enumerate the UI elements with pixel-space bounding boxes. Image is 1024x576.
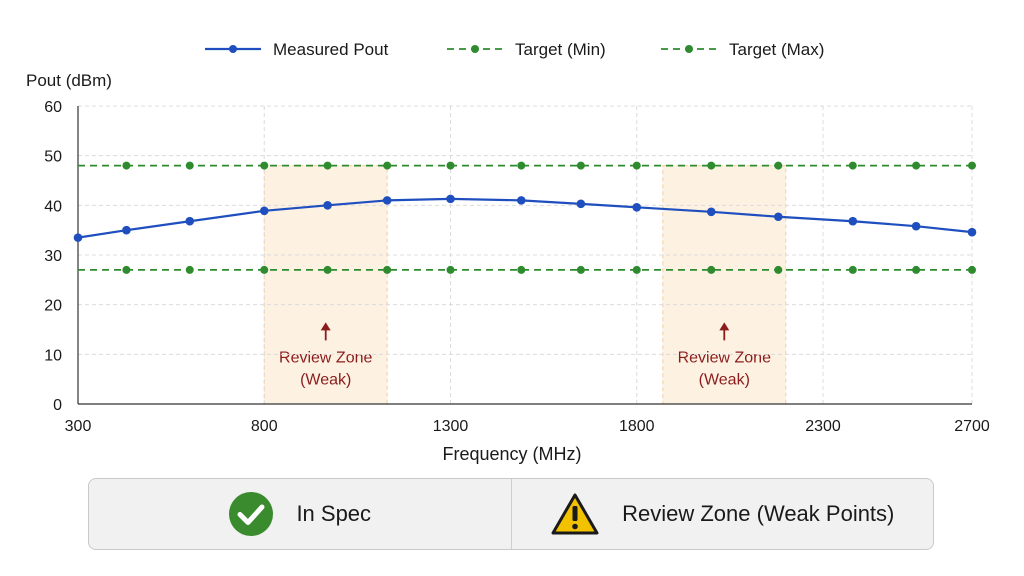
legend-label-2: Target (Min) [515,40,606,59]
y-tick-label: 60 [44,99,62,116]
series-2-point [774,265,783,274]
series-1-point [185,216,195,226]
series-1-point [706,207,716,217]
review-zone-2 [662,165,787,405]
x-tick-label: 2700 [954,418,990,435]
series-2-point [446,265,455,274]
y-tick-label: 10 [44,347,62,364]
legend-marker-3 [685,45,693,53]
series-layer [73,161,977,274]
grid [78,105,973,404]
x-tick-label: 1300 [433,418,469,435]
in-spec-label: In Spec [296,501,372,526]
x-tick-label: 800 [251,418,278,435]
series-1-point [446,194,455,204]
legend: Measured Pout Target (Min) Target (Max) [205,40,824,59]
arrow-up-icon [320,322,331,331]
warning-triangle-icon [551,493,599,535]
x-tick-label: 300 [65,418,92,435]
series-3-point [912,161,921,170]
y-axis-label: Pout (dBm) [26,71,112,90]
series-1-point [911,221,921,231]
axes: 0 10 20 30 40 50 60 300 800 1300 1800 2300 2700 [44,99,990,435]
series-3-point [260,161,269,170]
series-1-point [516,196,526,205]
series-2-point [968,265,976,274]
review-zone-label-2: Review Zone [678,349,771,366]
series-1-point [774,212,783,222]
series-2-point [632,265,641,274]
series-3-point [446,161,455,170]
series-1-point [848,216,858,226]
series-1-point [73,233,83,242]
series-3-point [968,161,976,170]
series-3-point [848,161,857,170]
series-1-point [967,227,977,237]
series-3-point [632,161,641,170]
series-2-point [323,265,332,274]
y-tick-label: 0 [53,397,62,414]
series-2-point [185,265,194,274]
series-1-point [382,196,392,205]
series-2-point [707,265,716,274]
series-1-point [259,206,269,216]
series-3-point [576,161,585,170]
series-2-point [122,265,131,274]
x-tick-label: 1800 [619,418,655,435]
series-2-point [848,265,857,274]
legend-label-1: Measured Pout [273,40,389,59]
y-tick-label: 20 [44,298,62,315]
series-3-point [122,161,131,170]
series-2-point [517,265,526,274]
series-2-point [576,265,585,274]
series-1-point [576,199,586,209]
arrow-up-icon [719,322,730,331]
series-1-point [323,201,332,210]
series-2-point [260,265,269,274]
review-zone-label-1: Review Zone [279,349,372,366]
x-axis-label: Frequency (MHz) [442,444,581,464]
review-zone-label: Review Zone (Weak Points) [622,501,895,526]
status-review-zone: Review Zone (Weak Points) [510,479,934,549]
review-zone-sublabel-2: (Weak) [699,371,750,388]
series-3-point [707,161,716,170]
x-tick-label: 2300 [805,418,841,435]
status-in-spec: In Spec [89,479,511,549]
series-3-point [517,161,526,170]
series-3-point [774,161,783,170]
series-1-point [122,225,131,235]
chart: Review Zone (Weak) Review Zone (Weak) 0 10 20… [26,40,990,464]
legend-label-3: Target (Max) [729,40,824,59]
check-circle-icon [229,492,274,536]
series-line-1 [77,197,973,239]
y-tick-label: 40 [44,198,62,215]
series-3-point [383,161,392,170]
series-2-point [912,265,921,274]
series-1-point [632,203,642,212]
review-zone-sublabel-1: (Weak) [300,371,351,388]
legend-marker-2 [471,45,479,53]
series-3-point [323,161,332,170]
status-panel: In Spec Review Zone (Weak Points) [88,478,934,550]
y-tick-label: 30 [44,248,62,265]
y-tick-label: 50 [44,149,62,166]
series-3-point [185,161,194,170]
series-2-point [383,265,392,274]
legend-marker-1 [229,45,237,53]
